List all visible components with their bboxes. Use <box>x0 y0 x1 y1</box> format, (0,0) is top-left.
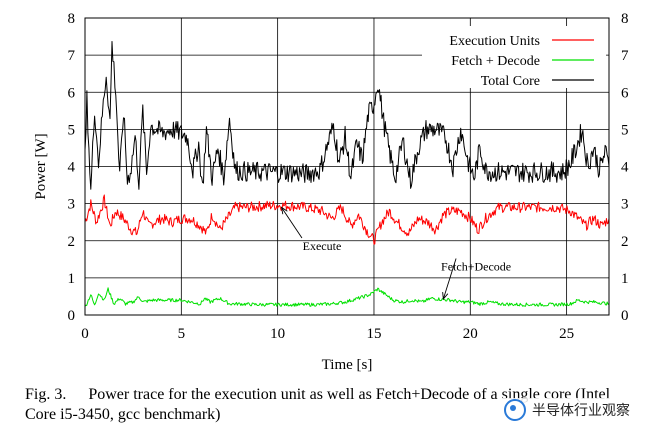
y-tick-label-right: 1 <box>621 271 629 287</box>
annotations: Execute Fetch+Decode <box>280 206 511 301</box>
figure-caption: Fig. 3. Power trace for the execution uni… <box>25 385 635 425</box>
x-tick-label: 15 <box>366 326 381 342</box>
series-layer <box>84 41 610 307</box>
y-tick-label-left: 0 <box>68 308 76 324</box>
y-tick-label-right: 6 <box>621 85 629 101</box>
y-tick-label-left: 7 <box>68 48 76 64</box>
series-line <box>84 287 610 307</box>
y-tick-label-left: 2 <box>68 234 76 250</box>
y-tick-label-left: 1 <box>68 271 76 287</box>
x-tick-label: 0 <box>81 326 89 342</box>
caption-text: Power trace for the execution unit as we… <box>25 386 611 423</box>
ticks: 0 5 10 15 20 250 01 12 23 34 45 56 67 78 8 <box>68 11 630 342</box>
y-tick-label-left: 3 <box>68 197 76 213</box>
x-tick-label: 5 <box>178 326 186 342</box>
legend-label: Total Core <box>481 74 540 89</box>
watermark-text: 半导体行业观察 <box>532 403 630 419</box>
annotation-arrow <box>281 207 303 239</box>
series-line <box>84 194 610 245</box>
caption-label: Fig. 3. <box>25 386 67 403</box>
y-tick-label-right: 0 <box>621 308 629 324</box>
series-line <box>84 41 610 190</box>
annotation-arrowhead <box>280 206 288 215</box>
y-tick-label-right: 2 <box>621 234 629 250</box>
y-tick-label-left: 6 <box>68 85 76 101</box>
y-tick-label-right: 8 <box>621 11 629 27</box>
legend-label: Execution Units <box>449 34 540 49</box>
y-tick-label-right: 3 <box>621 197 629 213</box>
legend: Execution Units Fetch + Decode Total Core <box>422 26 606 89</box>
watermark: 半导体行业观察 <box>501 398 633 422</box>
x-tick-label: 25 <box>559 326 574 342</box>
y-tick-label-left: 4 <box>68 160 76 176</box>
plot-frame <box>84 17 610 316</box>
y-tick-label-left: 5 <box>68 122 76 138</box>
x-tick-label: 10 <box>270 326 285 342</box>
y-tick-label-left: 8 <box>68 11 76 27</box>
y-tick-label-right: 4 <box>621 160 629 176</box>
x-tick-label: 20 <box>463 326 478 342</box>
x-axis-title: Time [s] <box>322 357 373 373</box>
y-axis-title: Power [W] <box>33 133 49 199</box>
annotation-arrow <box>442 258 457 300</box>
annotation-arrowhead <box>442 292 449 301</box>
power-trace-chart: 0 5 10 15 20 250 01 12 23 34 45 56 67 78 8 Execution U… <box>33 11 630 373</box>
annotation-label: Fetch+Decode <box>441 259 511 273</box>
y-tick-label-right: 7 <box>621 48 629 64</box>
y-tick-label-right: 5 <box>621 122 629 138</box>
wechat-logo-icon <box>504 399 526 421</box>
annotation-label: Execute <box>303 239 342 253</box>
legend-background <box>422 26 606 88</box>
legend-label: Fetch + Decode <box>451 54 540 69</box>
